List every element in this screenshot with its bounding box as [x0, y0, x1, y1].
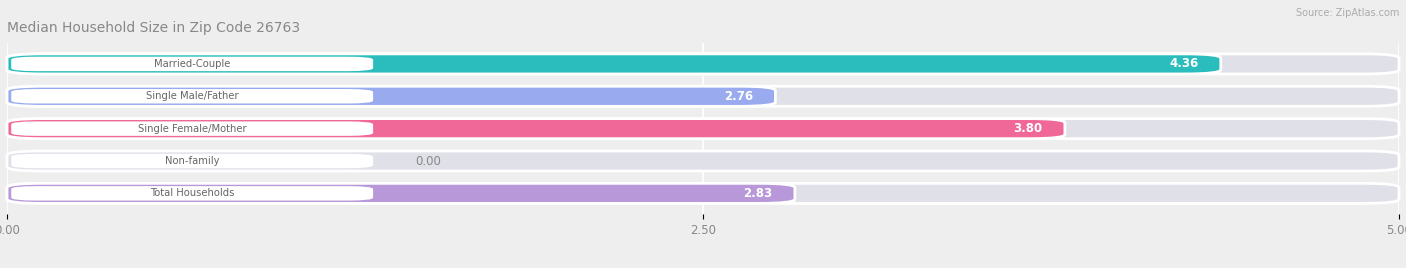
FancyBboxPatch shape	[7, 183, 794, 203]
Text: Source: ZipAtlas.com: Source: ZipAtlas.com	[1295, 8, 1399, 18]
Text: 2.76: 2.76	[724, 90, 754, 103]
Text: Non-family: Non-family	[165, 156, 219, 166]
Text: 4.36: 4.36	[1170, 57, 1198, 70]
FancyBboxPatch shape	[7, 119, 1064, 139]
FancyBboxPatch shape	[7, 119, 1399, 139]
FancyBboxPatch shape	[7, 54, 1220, 74]
FancyBboxPatch shape	[7, 86, 775, 106]
FancyBboxPatch shape	[11, 89, 373, 103]
FancyBboxPatch shape	[7, 54, 1399, 74]
FancyBboxPatch shape	[11, 154, 373, 168]
Text: 3.80: 3.80	[1014, 122, 1043, 135]
Text: 0.00: 0.00	[415, 155, 440, 168]
Text: Median Household Size in Zip Code 26763: Median Household Size in Zip Code 26763	[7, 21, 299, 35]
Text: Married-Couple: Married-Couple	[155, 59, 231, 69]
FancyBboxPatch shape	[11, 57, 373, 71]
Text: Single Female/Mother: Single Female/Mother	[138, 124, 246, 134]
Text: Single Male/Father: Single Male/Father	[146, 91, 239, 101]
FancyBboxPatch shape	[11, 121, 373, 136]
FancyBboxPatch shape	[7, 183, 1399, 203]
FancyBboxPatch shape	[7, 151, 1399, 171]
Text: 2.83: 2.83	[744, 187, 773, 200]
Text: Total Households: Total Households	[150, 188, 235, 198]
FancyBboxPatch shape	[11, 186, 373, 200]
FancyBboxPatch shape	[7, 86, 1399, 106]
